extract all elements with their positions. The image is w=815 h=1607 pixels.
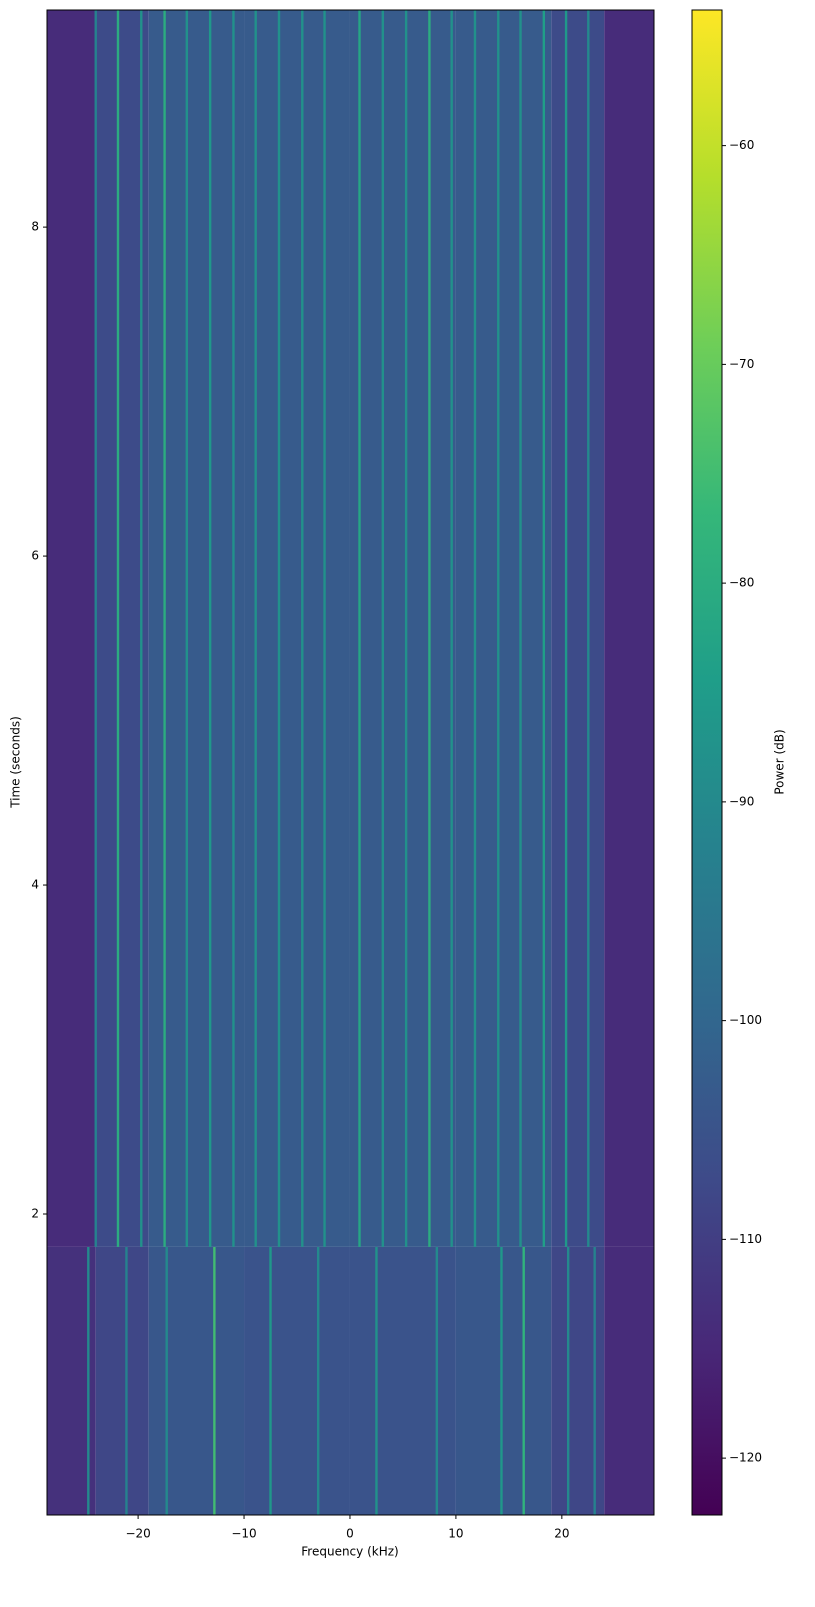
floor-cell xyxy=(95,1246,149,1515)
tone-line xyxy=(125,1246,128,1515)
floor-cell xyxy=(47,10,96,1247)
tone-line xyxy=(497,10,500,1247)
tone-line xyxy=(277,10,281,1247)
tone-line xyxy=(185,10,189,1247)
plot-frame xyxy=(46,9,655,1516)
colorbar-tick-label: −70 xyxy=(729,357,754,371)
y-tick-label: 6 xyxy=(31,549,39,563)
tone-line xyxy=(564,10,568,1247)
tone-line xyxy=(428,10,431,1247)
x-tick-label: 0 xyxy=(346,1527,354,1541)
tone-line xyxy=(500,1246,503,1515)
tone-line xyxy=(587,10,590,1247)
floor-cell xyxy=(455,10,552,1247)
floor-cell xyxy=(148,1246,245,1515)
colorbar xyxy=(691,9,723,1516)
tone-line xyxy=(301,10,304,1247)
tone-line xyxy=(542,10,546,1247)
floor-cell xyxy=(604,10,654,1247)
spectrogram xyxy=(47,10,654,1515)
colorbar-tick-label: −120 xyxy=(729,1451,762,1465)
colorbar-tick-label: −100 xyxy=(729,1013,762,1027)
x-tick-label: 10 xyxy=(448,1527,463,1541)
tone-line xyxy=(140,10,143,1247)
tone-line xyxy=(116,10,120,1247)
tone-line xyxy=(593,1246,596,1515)
tone-line xyxy=(323,10,326,1247)
tone-line xyxy=(450,10,453,1247)
x-tick-label: −20 xyxy=(125,1527,150,1541)
tone-line xyxy=(404,10,408,1247)
x-axis-label: Frequency (kHz) xyxy=(301,1545,398,1559)
floor-cell xyxy=(455,1246,552,1515)
colorbar-tick-label: −60 xyxy=(729,138,754,152)
floor-cell xyxy=(604,1246,654,1515)
tone-line xyxy=(87,1246,90,1515)
y-tick-label: 8 xyxy=(31,220,39,234)
floor-cell xyxy=(551,1246,605,1515)
tone-line xyxy=(316,1246,320,1515)
y-tick-label: 2 xyxy=(31,1207,39,1221)
floor-cell xyxy=(349,1246,456,1515)
tone-line xyxy=(358,10,361,1247)
tone-line xyxy=(435,1246,439,1515)
floor-cell xyxy=(349,10,456,1247)
y-axis-label: Time (seconds) xyxy=(9,716,23,809)
tone-line xyxy=(381,10,385,1247)
colorbar-tick-label: −110 xyxy=(729,1232,762,1246)
floor-cell xyxy=(148,10,245,1247)
tone-line xyxy=(566,1246,570,1515)
floor-cell xyxy=(244,10,350,1247)
floor-cell xyxy=(244,1246,350,1515)
tone-line xyxy=(254,10,257,1247)
floor-cell xyxy=(95,10,149,1247)
colorbar-label: Power (dB) xyxy=(773,729,787,794)
x-tick-label: −10 xyxy=(231,1527,256,1541)
tone-line xyxy=(473,10,477,1247)
tone-line xyxy=(522,1246,525,1515)
floor-cell xyxy=(551,10,605,1247)
tone-line xyxy=(269,1246,272,1515)
tone-line xyxy=(163,10,166,1247)
colorbar-tick-label: −90 xyxy=(729,794,754,808)
colorbar-tick-label: −80 xyxy=(729,576,754,590)
tone-line xyxy=(375,1246,378,1515)
y-tick-label: 4 xyxy=(31,878,39,892)
tone-line xyxy=(213,1246,216,1515)
tone-line xyxy=(519,10,522,1247)
tone-line xyxy=(208,10,212,1247)
x-tick-label: 20 xyxy=(554,1527,569,1541)
tone-line xyxy=(232,10,235,1247)
tone-line xyxy=(165,1246,168,1515)
tone-line xyxy=(94,10,97,1247)
